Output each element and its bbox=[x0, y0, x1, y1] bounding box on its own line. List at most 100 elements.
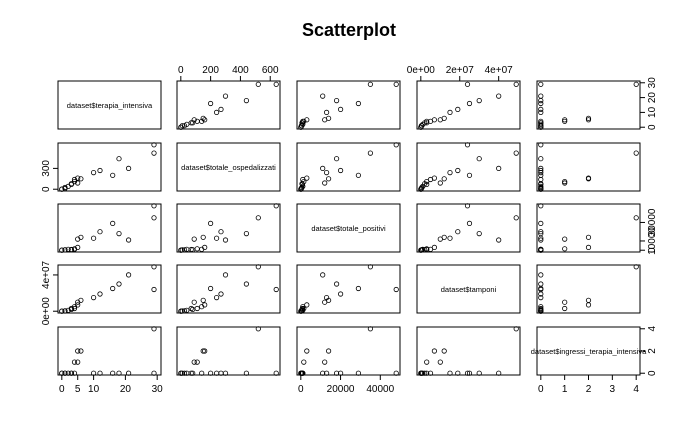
data-point bbox=[208, 100, 214, 107]
data-point bbox=[188, 370, 194, 376]
panel-frame bbox=[296, 326, 401, 376]
data-point bbox=[320, 165, 326, 171]
data-point bbox=[75, 302, 81, 308]
data-point bbox=[255, 215, 261, 221]
panel-frame bbox=[57, 142, 162, 192]
tick-label: 4 bbox=[633, 384, 639, 395]
data-point bbox=[273, 286, 279, 293]
panel-r5-c5: dataset$ingressi_terapia_intensiva bbox=[531, 326, 647, 376]
data-point bbox=[466, 172, 473, 178]
data-point bbox=[273, 203, 279, 209]
data-point bbox=[538, 172, 544, 178]
data-point bbox=[538, 231, 544, 237]
data-point bbox=[585, 176, 592, 182]
data-point bbox=[97, 291, 103, 297]
data-point bbox=[59, 247, 65, 253]
panel-frame bbox=[57, 203, 162, 253]
data-point bbox=[538, 272, 544, 278]
data-point bbox=[538, 229, 544, 235]
data-point bbox=[538, 237, 544, 243]
data-point bbox=[431, 348, 437, 354]
data-point bbox=[126, 237, 132, 243]
data-point bbox=[78, 297, 84, 303]
data-point bbox=[513, 215, 519, 221]
panel-r1-c1: dataset$terapia_intensiva bbox=[57, 80, 162, 130]
data-point bbox=[538, 281, 544, 287]
tick-label: 4 bbox=[647, 326, 658, 332]
tick-label: 1 bbox=[562, 384, 568, 395]
data-point bbox=[91, 170, 97, 176]
panel-frame bbox=[296, 203, 401, 253]
data-point bbox=[513, 150, 519, 156]
panel-frame bbox=[416, 142, 521, 192]
data-point bbox=[191, 359, 197, 365]
data-point bbox=[562, 117, 568, 123]
data-point bbox=[633, 81, 639, 87]
data-point bbox=[75, 359, 81, 365]
panel-frame bbox=[176, 326, 281, 376]
data-point bbox=[299, 181, 305, 187]
data-point bbox=[188, 246, 194, 253]
tick-label: 20 bbox=[120, 384, 132, 395]
tick-label: 0e+00 bbox=[41, 297, 52, 326]
data-point bbox=[116, 281, 122, 287]
data-point bbox=[62, 247, 68, 253]
data-point bbox=[476, 98, 482, 104]
panel-r4-c4: dataset$tamponi bbox=[416, 264, 521, 314]
data-point bbox=[188, 120, 194, 126]
data-point bbox=[633, 215, 639, 221]
data-point bbox=[437, 359, 443, 365]
tick-label: 2e+07 bbox=[446, 65, 475, 76]
data-point bbox=[59, 308, 65, 314]
data-point bbox=[188, 305, 194, 312]
data-point bbox=[71, 176, 78, 183]
tick-label: 0 bbox=[647, 370, 658, 376]
panel-frame bbox=[296, 264, 401, 314]
data-point bbox=[538, 118, 544, 124]
tick-label: 2 bbox=[647, 348, 658, 354]
tick-label: 0 bbox=[178, 65, 184, 76]
data-point bbox=[447, 370, 453, 376]
panel-frame bbox=[176, 80, 281, 130]
data-point bbox=[194, 246, 200, 252]
panel-r4-c1 bbox=[57, 264, 162, 314]
data-point bbox=[91, 235, 97, 241]
data-point bbox=[68, 181, 75, 187]
data-point bbox=[355, 172, 361, 178]
data-point bbox=[562, 179, 568, 185]
data-point bbox=[304, 175, 310, 181]
panel-r5-c4 bbox=[416, 326, 521, 376]
data-point bbox=[431, 244, 437, 250]
data-point bbox=[222, 93, 229, 99]
data-point bbox=[110, 220, 116, 226]
data-point bbox=[200, 297, 206, 303]
data-point bbox=[538, 181, 544, 187]
data-point bbox=[367, 81, 373, 87]
panel-r2-c4 bbox=[416, 142, 521, 192]
data-point bbox=[184, 307, 190, 313]
tick-label: 0 bbox=[41, 186, 52, 192]
tick-label: 2 bbox=[586, 384, 592, 395]
panel-r1-c5 bbox=[536, 80, 641, 130]
data-point bbox=[151, 326, 157, 332]
data-point bbox=[424, 181, 430, 187]
data-point bbox=[455, 167, 461, 174]
data-point bbox=[538, 165, 544, 171]
data-point bbox=[355, 100, 361, 107]
data-point bbox=[323, 294, 330, 301]
data-point bbox=[393, 81, 399, 87]
data-point bbox=[75, 244, 81, 250]
data-point bbox=[513, 81, 519, 87]
panel-r2-c2: dataset$totale_ospedalizzati bbox=[176, 142, 281, 192]
data-point bbox=[300, 183, 306, 189]
data-point bbox=[301, 359, 307, 365]
data-point bbox=[304, 302, 310, 308]
data-point bbox=[496, 93, 502, 99]
data-point bbox=[333, 281, 340, 287]
tick-label: 3 bbox=[610, 384, 616, 395]
data-point bbox=[325, 115, 332, 121]
data-point bbox=[71, 305, 78, 312]
panel-r5-c3 bbox=[296, 326, 401, 376]
data-point bbox=[538, 183, 544, 189]
data-point bbox=[464, 370, 471, 376]
